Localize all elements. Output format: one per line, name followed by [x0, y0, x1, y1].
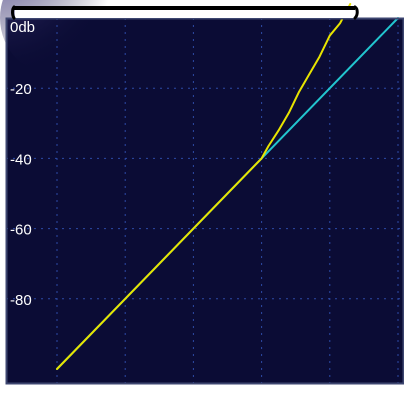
tick-labels: -100 -80 -60 -40 -20 0db 0db -20 -40 -60 -80 [10, 19, 402, 407]
x-tick-label-2: -60 [183, 390, 205, 407]
series-response-line [56, 2, 352, 370]
top-strip [15, 8, 355, 18]
x-tick-label-1: -80 [114, 390, 136, 407]
x-tick-label-0: -100 [31, 390, 61, 407]
x-tick-label-3: -40 [251, 390, 273, 407]
x-tick-label-4: -20 [319, 390, 341, 407]
y-tick-label-1: -20 [10, 81, 32, 98]
y-tick-label-4: -80 [10, 292, 32, 309]
series-layer [56, 2, 399, 370]
y-tick-label-0: 0db [10, 19, 35, 36]
x-tick-label-5: 0db [377, 390, 402, 407]
y-tick-label-3: -60 [10, 222, 32, 239]
top-bar [14, 6, 355, 10]
y-tick-label-2: -40 [10, 151, 32, 168]
grid [6, 17, 404, 384]
top-decoration [11, 5, 359, 20]
